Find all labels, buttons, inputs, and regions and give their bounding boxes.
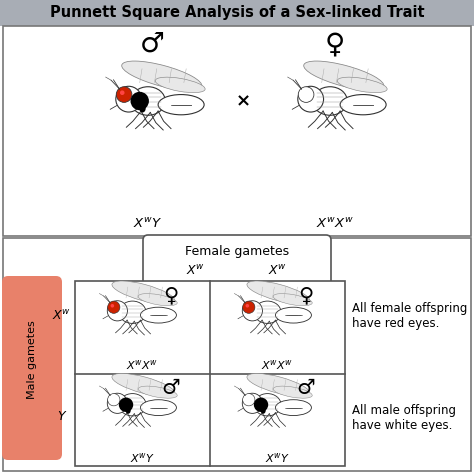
Ellipse shape bbox=[158, 95, 204, 115]
Ellipse shape bbox=[340, 95, 386, 115]
Ellipse shape bbox=[138, 386, 177, 398]
Ellipse shape bbox=[273, 294, 312, 306]
Text: Male gametes: Male gametes bbox=[27, 321, 37, 399]
Text: ♀: ♀ bbox=[325, 30, 345, 58]
Circle shape bbox=[243, 301, 255, 313]
Bar bbox=[75, 281, 345, 466]
Circle shape bbox=[108, 301, 120, 313]
Ellipse shape bbox=[254, 301, 281, 323]
Circle shape bbox=[107, 301, 128, 321]
Circle shape bbox=[110, 304, 114, 307]
Text: $X^wX^w$: $X^wX^w$ bbox=[316, 217, 354, 231]
Ellipse shape bbox=[247, 281, 310, 304]
Ellipse shape bbox=[337, 77, 387, 93]
FancyBboxPatch shape bbox=[2, 276, 62, 460]
Bar bbox=[0, 0, 474, 26]
Ellipse shape bbox=[275, 307, 311, 323]
Ellipse shape bbox=[261, 407, 266, 414]
Text: All female offspring
have red eyes.: All female offspring have red eyes. bbox=[352, 302, 467, 330]
Ellipse shape bbox=[122, 61, 202, 90]
Circle shape bbox=[107, 393, 128, 413]
Circle shape bbox=[116, 87, 132, 102]
Text: $X^w$: $X^w$ bbox=[268, 264, 288, 278]
Text: $Y$: $Y$ bbox=[57, 409, 67, 423]
Ellipse shape bbox=[138, 294, 177, 306]
Bar bbox=[3, 26, 471, 236]
Text: ×: × bbox=[236, 92, 251, 110]
Text: Female gametes: Female gametes bbox=[185, 246, 289, 258]
Circle shape bbox=[298, 87, 314, 102]
Circle shape bbox=[108, 394, 120, 406]
Text: All male offspring
have white eyes.: All male offspring have white eyes. bbox=[352, 404, 456, 432]
Text: $X^w$: $X^w$ bbox=[53, 309, 72, 323]
Ellipse shape bbox=[254, 394, 281, 416]
Ellipse shape bbox=[119, 394, 146, 416]
Ellipse shape bbox=[273, 386, 312, 398]
Text: ♀: ♀ bbox=[298, 285, 313, 305]
Text: ♂: ♂ bbox=[296, 378, 315, 398]
Ellipse shape bbox=[139, 104, 146, 112]
Text: $X^wY$: $X^wY$ bbox=[133, 217, 163, 231]
Text: $X^wX^w$: $X^wX^w$ bbox=[261, 358, 293, 372]
Circle shape bbox=[243, 394, 255, 406]
Ellipse shape bbox=[112, 374, 174, 397]
Ellipse shape bbox=[140, 400, 176, 416]
Circle shape bbox=[116, 86, 142, 112]
Ellipse shape bbox=[275, 400, 311, 416]
Circle shape bbox=[242, 301, 263, 321]
Ellipse shape bbox=[131, 87, 165, 115]
Ellipse shape bbox=[304, 61, 384, 90]
Circle shape bbox=[242, 393, 263, 413]
Circle shape bbox=[298, 86, 324, 112]
Ellipse shape bbox=[126, 407, 131, 414]
Circle shape bbox=[119, 397, 133, 412]
Text: $X^wY$: $X^wY$ bbox=[265, 451, 290, 465]
Ellipse shape bbox=[155, 77, 205, 93]
Text: ♀: ♀ bbox=[163, 285, 178, 305]
Text: Punnett Square Analysis of a Sex-linked Trait: Punnett Square Analysis of a Sex-linked … bbox=[50, 6, 424, 20]
Circle shape bbox=[246, 304, 249, 307]
Ellipse shape bbox=[247, 374, 310, 397]
Ellipse shape bbox=[119, 301, 146, 323]
Ellipse shape bbox=[313, 87, 347, 115]
Circle shape bbox=[254, 397, 268, 412]
Ellipse shape bbox=[140, 307, 176, 323]
Circle shape bbox=[130, 92, 149, 110]
Text: $X^wY$: $X^wY$ bbox=[130, 451, 155, 465]
Circle shape bbox=[120, 90, 125, 95]
FancyBboxPatch shape bbox=[143, 235, 331, 289]
Ellipse shape bbox=[112, 281, 174, 304]
Bar bbox=[3, 238, 471, 471]
Text: ♂: ♂ bbox=[139, 30, 164, 58]
Text: $X^w$: $X^w$ bbox=[186, 264, 206, 278]
Text: ♂: ♂ bbox=[161, 378, 180, 398]
Text: $X^wX^w$: $X^wX^w$ bbox=[127, 358, 159, 372]
